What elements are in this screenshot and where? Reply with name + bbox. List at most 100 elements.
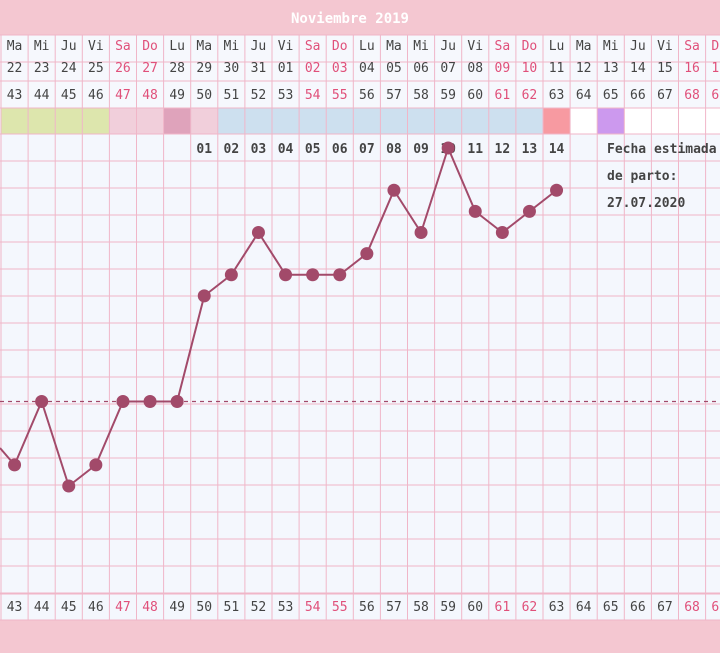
cycle-day-bottom: 65	[603, 600, 619, 615]
cycle-day-top: 46	[88, 88, 104, 103]
temperature-point	[170, 395, 184, 408]
status-cell	[190, 108, 218, 134]
cycle-day-top: 69	[711, 88, 720, 103]
temperature-point	[468, 204, 482, 218]
status-cell	[434, 108, 462, 134]
cycle-day-bottom: 46	[88, 600, 104, 615]
post-ovulation-day: 12	[495, 142, 511, 157]
day-of-week: Mi	[603, 39, 619, 54]
day-date: 28	[169, 61, 185, 76]
temperature-point	[35, 395, 49, 408]
cycle-day-bottom: 69	[711, 600, 720, 615]
status-cell	[55, 108, 83, 134]
day-date: 10	[522, 61, 538, 76]
day-of-week: Vi	[278, 39, 294, 54]
day-date: 17	[711, 61, 720, 76]
cycle-day-bottom: 43	[7, 600, 23, 615]
temperature-point	[143, 395, 157, 408]
day-date: 09	[495, 61, 511, 76]
status-cell	[543, 108, 571, 134]
cycle-day-top: 50	[196, 88, 212, 103]
cycle-day-bottom: 61	[495, 600, 511, 615]
bottom-strip	[0, 620, 720, 653]
temperature-point	[550, 183, 564, 197]
status-cell	[163, 108, 191, 134]
day-of-week: Mi	[34, 39, 50, 54]
cycle-day-top: 63	[549, 88, 565, 103]
status-cell	[624, 108, 652, 134]
cycle-day-bottom: 45	[61, 600, 77, 615]
cycle-day-bottom: 50	[196, 600, 212, 615]
cycle-day-top: 53	[278, 88, 294, 103]
status-cell	[1, 108, 29, 134]
temperature-point	[224, 268, 238, 282]
day-of-week: Do	[142, 39, 158, 54]
cycle-day-top: 49	[169, 88, 185, 103]
cycle-day-bottom: 48	[142, 600, 158, 615]
day-date: 16	[684, 61, 700, 76]
day-date: 04	[359, 61, 375, 76]
status-cell	[488, 108, 516, 134]
temperature-point	[387, 183, 401, 197]
day-of-week: Lu	[359, 39, 375, 54]
cycle-day-top: 44	[34, 88, 50, 103]
cycle-day-top: 55	[332, 88, 348, 103]
due-date-line1: Fecha estimada	[607, 142, 717, 157]
cycle-day-top: 56	[359, 88, 375, 103]
cycle-day-bottom: 55	[332, 600, 348, 615]
cycle-day-top: 62	[522, 88, 538, 103]
cycle-day-top: 67	[657, 88, 673, 103]
cycle-day-top: 66	[630, 88, 646, 103]
status-cell	[299, 108, 327, 134]
day-of-week: Vi	[88, 39, 104, 54]
status-cell	[407, 108, 435, 134]
day-of-week: Mi	[413, 39, 429, 54]
day-of-week: Ju	[61, 39, 77, 54]
header-rows-bg	[0, 35, 720, 108]
temperature-point	[251, 226, 265, 239]
day-date: 27	[142, 61, 158, 76]
cycle-day-bottom: 68	[684, 600, 700, 615]
cycle-day-top: 59	[440, 88, 456, 103]
day-of-week: Do	[522, 39, 538, 54]
day-of-week: Sa	[305, 39, 321, 54]
cycle-day-bottom: 53	[278, 600, 294, 615]
status-cell	[461, 108, 489, 134]
cycle-day-bottom: 44	[34, 600, 50, 615]
cycle-day-top: 54	[305, 88, 321, 103]
post-ovulation-day: 05	[305, 142, 321, 157]
day-of-week: Vi	[467, 39, 483, 54]
cycle-day-bottom: 47	[115, 600, 131, 615]
day-of-week: Ju	[630, 39, 646, 54]
due-date-value: 27.07.2020	[607, 196, 685, 211]
cycle-day-bottom: 66	[630, 600, 646, 615]
status-cell	[597, 108, 625, 134]
day-date: 08	[467, 61, 483, 76]
cycle-day-bottom: 52	[251, 600, 267, 615]
day-date: 11	[549, 61, 565, 76]
temperature-point	[495, 226, 509, 239]
cycle-day-top: 64	[576, 88, 592, 103]
status-cell	[82, 108, 110, 134]
temperature-point	[197, 289, 211, 303]
day-date: 25	[88, 61, 104, 76]
status-cell	[28, 108, 56, 134]
post-ovulation-day: 04	[278, 142, 294, 157]
cycle-day-bottom: 64	[576, 600, 592, 615]
day-of-week: Lu	[549, 39, 565, 54]
day-date: 23	[34, 61, 50, 76]
day-date: 03	[332, 61, 348, 76]
cycle-day-top: 61	[495, 88, 511, 103]
day-date: 22	[7, 61, 23, 76]
temperature-point	[360, 247, 374, 261]
cycle-day-top: 47	[115, 88, 131, 103]
cycle-day-top: 60	[467, 88, 483, 103]
status-cell	[244, 108, 272, 134]
temperature-point	[414, 226, 428, 239]
cycle-day-bottom: 62	[522, 600, 538, 615]
day-date: 02	[305, 61, 321, 76]
status-cell	[380, 108, 408, 134]
temperature-point	[89, 458, 103, 472]
cycle-day-top: 43	[7, 88, 23, 103]
